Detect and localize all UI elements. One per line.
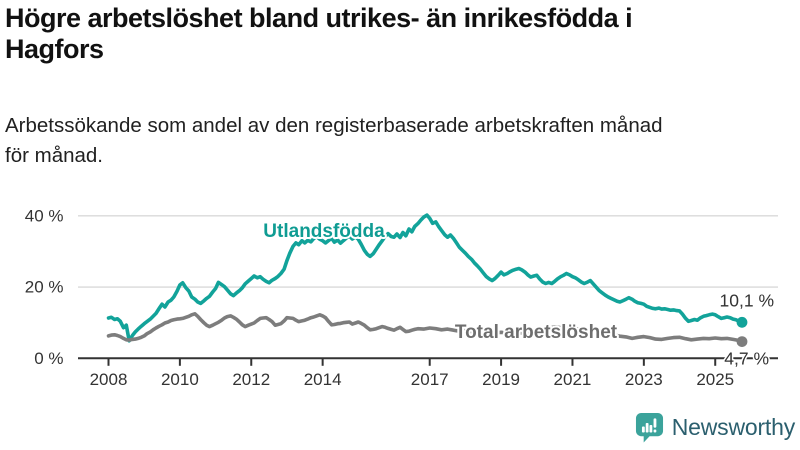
- series-end-label-1: 4,7 %: [724, 349, 769, 369]
- x-tick-label: 2023: [625, 370, 663, 389]
- x-tick-label: 2012: [232, 370, 270, 389]
- x-tick-label: 2019: [482, 370, 520, 389]
- x-tick-label: 2014: [304, 370, 342, 389]
- page-title-line: Hagfors: [5, 34, 104, 64]
- exclamation-bar: [653, 417, 657, 428]
- brand-wordmark: Newsworthy: [671, 413, 795, 440]
- page-title-line: Högre arbetslöshet bland utrikes- än inr…: [5, 3, 633, 33]
- speech-bubble-shape: [635, 412, 663, 436]
- x-tick-label: 2008: [90, 370, 128, 389]
- speech-bubble-tail: [643, 434, 651, 442]
- chart-subtitle-line: Arbetssökande som andel av den registerb…: [5, 114, 663, 137]
- x-tick-label: 2017: [411, 370, 449, 389]
- newsworthy-logo[interactable]: Newsworthy: [635, 409, 795, 445]
- series-line-0: [106, 213, 744, 343]
- y-tick-label: 40 %: [25, 206, 64, 225]
- x-tick-label: 2025: [696, 370, 734, 389]
- chart-subtitle-line: för månad.: [5, 144, 103, 167]
- series-end-label-0: 10,1 %: [720, 290, 774, 310]
- series-label-1: Total arbetslöshet: [455, 322, 618, 343]
- bar-icon-small: [641, 426, 645, 433]
- bar-icon-tall: [645, 422, 649, 433]
- y-tick-label: 0 %: [34, 349, 63, 368]
- series-line-1: [106, 311, 744, 344]
- series-end-dot-1: [736, 336, 748, 347]
- bar-icon-medium: [649, 424, 653, 433]
- exclamation-dot: [653, 429, 657, 433]
- chart-subtitle: Arbetssökande som andel av den registerb…: [5, 111, 797, 171]
- x-tick-label: 2010: [161, 370, 199, 389]
- newsworthy-bubble-chart-icon: [635, 412, 663, 442]
- page-title: Högre arbetslöshet bland utrikes- än inr…: [5, 3, 797, 65]
- y-tick-label: 20 %: [25, 278, 64, 297]
- x-tick-label: 2021: [554, 370, 592, 389]
- series-label-0: Utlandsfödda: [263, 221, 385, 242]
- series-end-dot-0: [736, 316, 748, 328]
